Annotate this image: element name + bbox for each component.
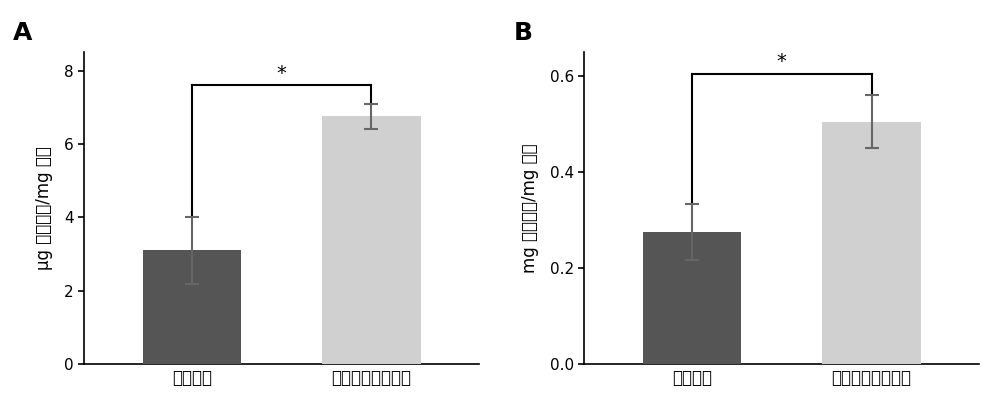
Text: *: * bbox=[777, 52, 787, 71]
Text: A: A bbox=[13, 21, 33, 45]
Text: B: B bbox=[513, 21, 532, 45]
Text: *: * bbox=[277, 64, 287, 83]
Bar bbox=[822, 122, 921, 364]
Bar bbox=[143, 251, 241, 364]
Y-axis label: mg 胶原蛋白/mg 组织: mg 胶原蛋白/mg 组织 bbox=[521, 144, 539, 273]
Bar bbox=[643, 232, 741, 364]
Y-axis label: μg 糖胺聚糖/mg 组织: μg 糖胺聚糖/mg 组织 bbox=[35, 146, 53, 270]
Bar bbox=[322, 117, 421, 364]
